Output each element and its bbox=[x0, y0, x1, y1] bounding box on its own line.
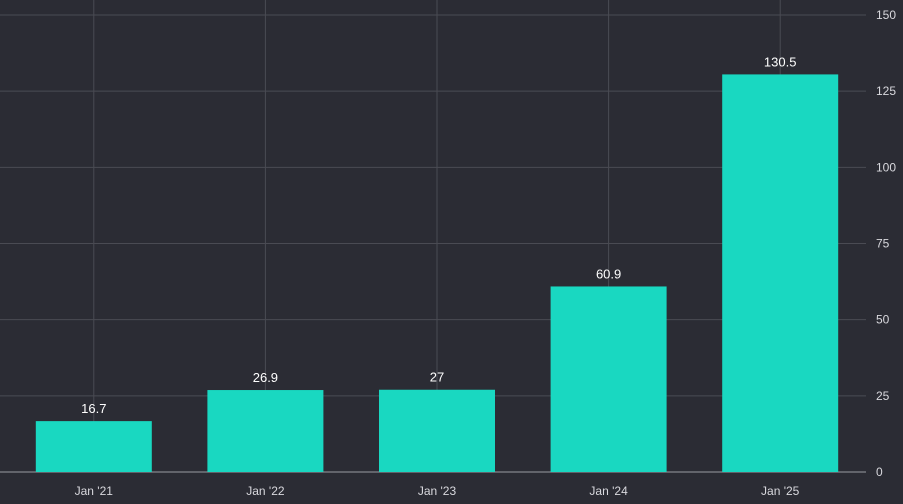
x-tick-label: Jan '23 bbox=[418, 484, 457, 498]
y-tick-label: 100 bbox=[876, 160, 896, 174]
y-tick-label: 75 bbox=[876, 237, 890, 251]
bar bbox=[722, 74, 839, 472]
bar bbox=[550, 286, 667, 472]
bar-value-label: 26.9 bbox=[253, 370, 278, 385]
x-tick-label: Jan '21 bbox=[75, 484, 114, 498]
y-tick-label: 125 bbox=[876, 84, 896, 98]
y-tick-label: 0 bbox=[876, 465, 883, 479]
bar-value-label: 16.7 bbox=[81, 401, 106, 416]
y-tick-label: 25 bbox=[876, 389, 890, 403]
x-tick-label: Jan '25 bbox=[761, 484, 800, 498]
bar-layer bbox=[35, 74, 839, 472]
axis-layer: 0 25 50 75 100 125 150 Jan '21 Jan '22 Jan '23 Jan… bbox=[75, 8, 897, 498]
x-tick-label: Jan '22 bbox=[246, 484, 285, 498]
bar-value-label: 27 bbox=[430, 370, 444, 385]
bar bbox=[207, 390, 324, 472]
bar-value-label: 60.9 bbox=[596, 266, 621, 281]
y-tick-label: 150 bbox=[876, 8, 896, 22]
y-tick-label: 50 bbox=[876, 313, 890, 327]
bar-value-label: 130.5 bbox=[764, 54, 797, 69]
bar bbox=[35, 421, 152, 472]
x-tick-label: Jan '24 bbox=[589, 484, 628, 498]
label-layer: 16.7 26.9 27 60.9 130.5 bbox=[81, 54, 796, 416]
bar bbox=[379, 389, 495, 472]
